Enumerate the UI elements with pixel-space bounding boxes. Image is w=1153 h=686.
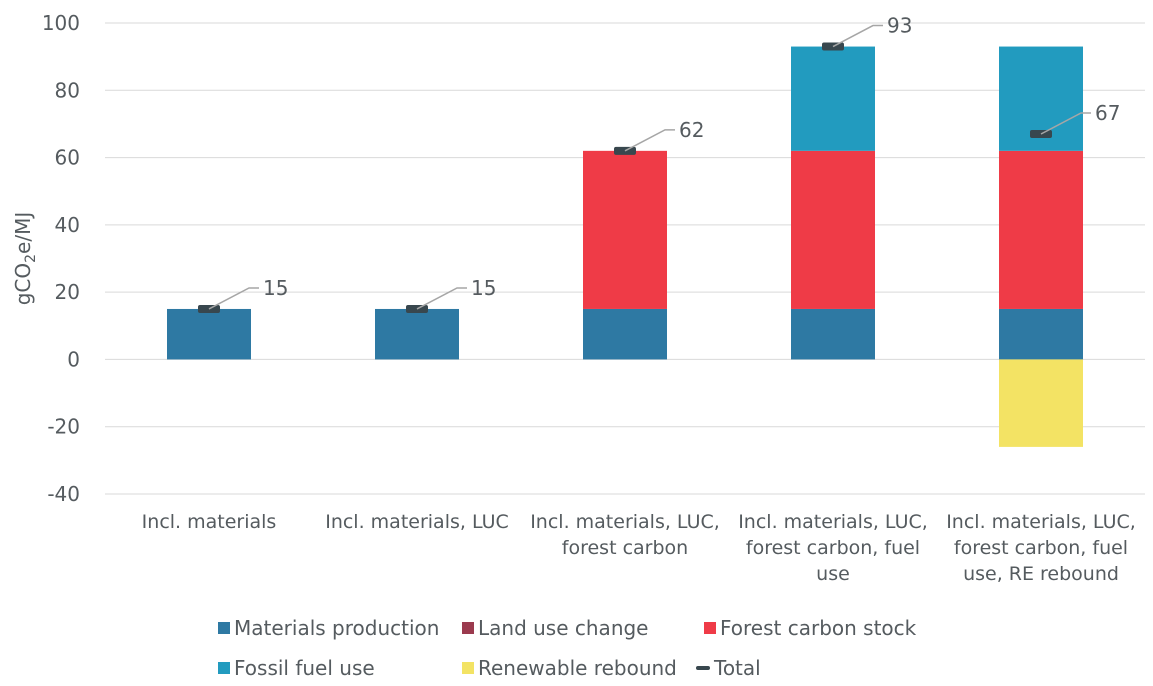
legend-label: Land use change [478,616,649,640]
legend-label: Materials production [234,616,440,640]
bar-segment-forest-carbon-stock [791,150,875,309]
y-tick-label: 80 [55,78,80,102]
x-category-label: Incl. materials, LUC [325,511,509,533]
bar-segment-materials-production [375,308,459,360]
y-tick-label: -20 [47,415,80,439]
x-category-label: Incl. materials [142,511,277,533]
legend-item-forest-carbon-stock: Forest carbon stock [704,616,916,640]
legend-item-fossil-fuel-use: Fossil fuel use [218,656,375,680]
bar-segment-materials-production [791,308,875,360]
x-category-label: Incl. materials, LUC, forest carbon [530,511,720,559]
y-axis-title: gCO2e/MJ [11,212,39,306]
total-data-label: 67 [1095,101,1120,125]
total-leader-line [832,24,883,48]
chart-legend: Materials production Land use change For… [218,616,978,686]
bar-segment-forest-carbon-stock [583,150,667,309]
legend-swatch [704,622,716,634]
y-tick-label: 100 [42,11,80,35]
chart-plot-area: 100 80 60 40 20 0 -20 -40 gCO2e/MJ 15 15 62 93 67 Incl… [11,11,1145,585]
legend-item-total: Total [696,656,761,680]
total-data-label: 15 [263,276,288,300]
x-category-label: Incl. materials, LUC, forest carbon, fuel… [738,511,928,585]
bar-segment-materials-production [167,308,251,360]
legend-label: Forest carbon stock [720,616,917,640]
legend-swatch [462,622,474,634]
legend-item-renewable-rebound: Renewable rebound [462,656,677,680]
legend-swatch [218,662,230,674]
legend-label: Renewable rebound [478,656,677,680]
total-leader-line [1040,112,1091,135]
total-leader-line [416,287,467,310]
y-tick-label: 0 [67,347,80,371]
legend-swatch [462,662,474,674]
total-data-label: 15 [471,276,496,300]
y-tick-label: 40 [55,213,80,237]
bar-segment-renewable-rebound [999,359,1083,447]
bar-segment-fossil-fuel-use [791,46,875,151]
legend-total-marker [696,666,710,670]
y-tick-label: -40 [47,482,80,506]
bar-segment-forest-carbon-stock [999,150,1083,309]
legend-item-materials-production: Materials production [218,616,439,640]
total-leader-line [208,287,259,310]
y-tick-label: 20 [55,280,80,304]
total-data-label: 62 [679,118,704,142]
legend-label: Total [714,656,761,680]
x-category-label: Incl. materials, LUC, forest carbon, fuel… [946,511,1136,585]
bar-segment-materials-production [999,308,1083,360]
y-tick-label: 60 [55,146,80,170]
legend-label: Fossil fuel use [234,656,375,680]
total-data-label: 93 [887,14,912,38]
bar-segment-materials-production [583,308,667,360]
legend-swatch [218,622,230,634]
legend-item-land-use-change: Land use change [462,616,649,640]
total-leader-line [624,129,675,152]
